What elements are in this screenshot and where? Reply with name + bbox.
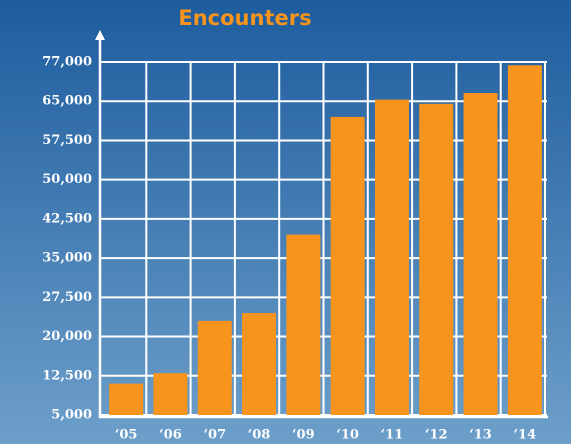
bar (286, 234, 321, 415)
x-tick-label: ‘12 (425, 428, 448, 443)
y-tick-label: 5,000 (51, 408, 92, 423)
y-tick-label: 42,500 (42, 211, 92, 226)
bar (242, 313, 277, 415)
y-tick-label: 65,000 (42, 94, 92, 109)
y-tick-label: 27,500 (42, 290, 92, 305)
x-tick-label: ‘11 (381, 428, 404, 443)
x-tick-label: ‘07 (203, 428, 226, 443)
x-tick-label: ‘05 (115, 428, 138, 443)
bar (419, 103, 454, 415)
bar (197, 320, 232, 415)
y-tick-label: 50,000 (42, 172, 92, 187)
y-axis-arrow (95, 30, 105, 40)
bar (507, 65, 542, 415)
bar (109, 383, 144, 415)
y-tick-label: 35,000 (42, 251, 92, 266)
bar (463, 93, 498, 415)
chart-title: Encounters (178, 6, 311, 30)
y-tick-label: 57,500 (42, 133, 92, 148)
y-tick-label: 20,000 (42, 329, 92, 344)
x-tick-label: ‘10 (336, 428, 359, 443)
x-tick-label: ‘09 (292, 428, 315, 443)
x-tick-label: ‘14 (514, 428, 537, 443)
x-tick-label: ‘08 (248, 428, 271, 443)
y-tick-label: 12,500 (42, 368, 92, 383)
bar (330, 116, 365, 416)
x-tick-label: ‘13 (469, 428, 492, 443)
y-tick-label: 77,000 (42, 55, 92, 70)
bar (153, 373, 188, 415)
x-tick-label: ‘06 (159, 428, 182, 443)
plot (100, 61, 547, 416)
bar (374, 99, 409, 416)
